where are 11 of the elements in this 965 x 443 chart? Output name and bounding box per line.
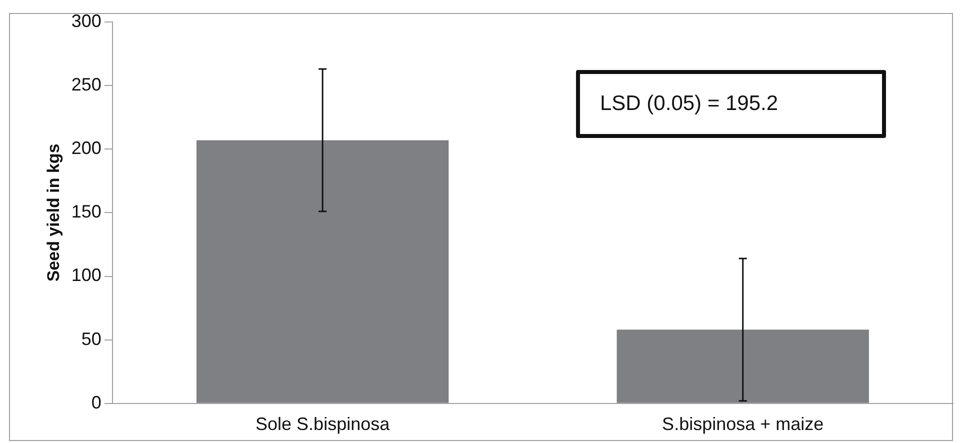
y-tick-label: 150 xyxy=(71,202,102,222)
x-tick-label: S.bispinosa + maize xyxy=(662,414,824,434)
x-tick-label: Sole S.bispinosa xyxy=(256,414,391,434)
y-tick-label: 300 xyxy=(71,10,102,31)
y-tick-label: 100 xyxy=(71,265,102,286)
y-tick-label: 250 xyxy=(71,74,102,95)
y-tick-label: 0 xyxy=(91,392,102,412)
text-box: LSD (0.05) = 195.2 xyxy=(576,70,886,138)
y-tick-label: 50 xyxy=(81,328,102,349)
y-tick-label: 200 xyxy=(71,138,102,158)
y-axis-title: Seed yield in kgs xyxy=(44,144,63,282)
